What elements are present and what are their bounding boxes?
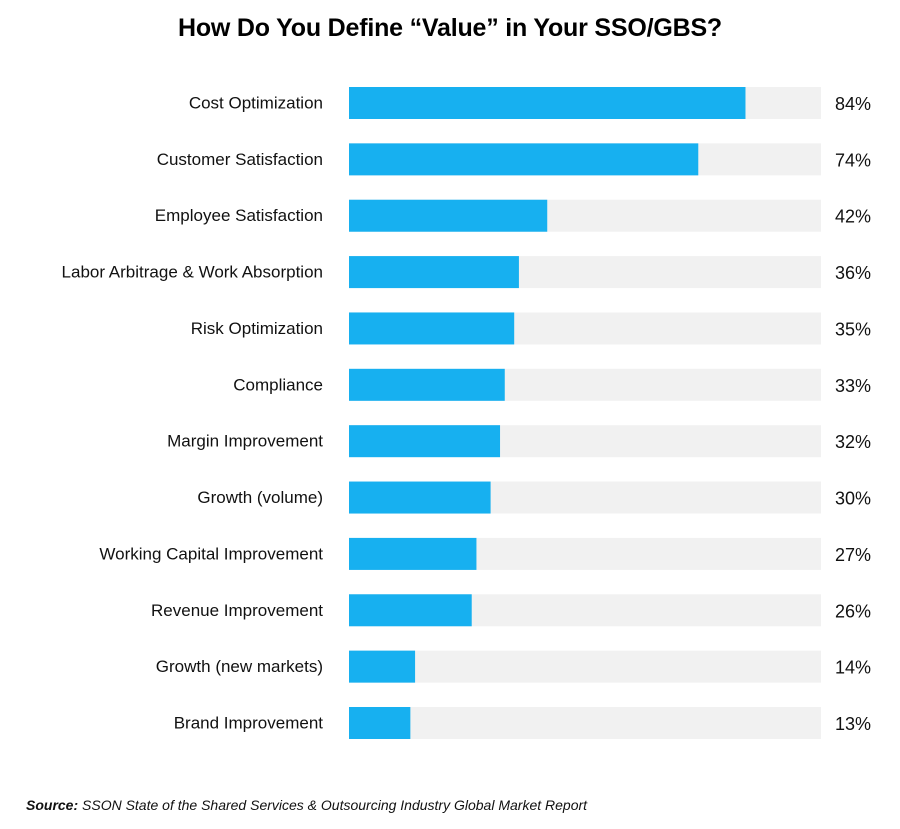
category-label: Cost Optimization xyxy=(189,94,323,113)
category-label: Risk Optimization xyxy=(191,319,323,338)
category-label: Employee Satisfaction xyxy=(155,206,323,225)
bar xyxy=(349,650,416,683)
value-label: 26% xyxy=(835,601,871,621)
category-label: Labor Arbitrage & Work Absorption xyxy=(62,263,323,282)
value-label: 33% xyxy=(835,376,871,396)
bar xyxy=(349,312,515,345)
bar xyxy=(349,143,699,176)
value-label: 32% xyxy=(835,432,871,452)
value-label: 14% xyxy=(835,658,871,678)
category-label: Working Capital Improvement xyxy=(99,544,323,563)
bar xyxy=(349,707,411,739)
bar xyxy=(349,368,505,401)
bar xyxy=(349,537,477,570)
bar xyxy=(349,199,548,232)
value-label: 74% xyxy=(835,150,871,170)
category-label: Revenue Improvement xyxy=(151,601,323,620)
value-label: 27% xyxy=(835,545,871,565)
category-label: Growth (new markets) xyxy=(156,657,323,676)
bar xyxy=(349,481,491,514)
source-note: Source: SSON State of the Shared Service… xyxy=(26,797,587,813)
value-label: 84% xyxy=(835,94,871,114)
bar xyxy=(349,87,746,119)
value-label: 35% xyxy=(835,319,871,339)
value-label: 30% xyxy=(835,489,871,509)
bar xyxy=(349,425,501,458)
source-text: SSON State of the Shared Services & Outs… xyxy=(82,797,588,813)
bar xyxy=(349,594,472,627)
category-label: Compliance xyxy=(233,375,323,394)
value-label: 13% xyxy=(835,714,871,734)
category-label: Customer Satisfaction xyxy=(157,150,323,169)
value-label: 42% xyxy=(835,207,871,227)
category-label: Growth (volume) xyxy=(197,488,323,507)
bar-track xyxy=(349,707,821,739)
chart-title: How Do You Define “Value” in Your SSO/GB… xyxy=(178,14,722,42)
category-label: Margin Improvement xyxy=(167,432,323,451)
value-label: 36% xyxy=(835,263,871,283)
bar xyxy=(349,256,519,289)
bar-track xyxy=(349,650,821,683)
category-label: Brand Improvement xyxy=(174,714,324,733)
source-label: Source: xyxy=(26,797,79,813)
